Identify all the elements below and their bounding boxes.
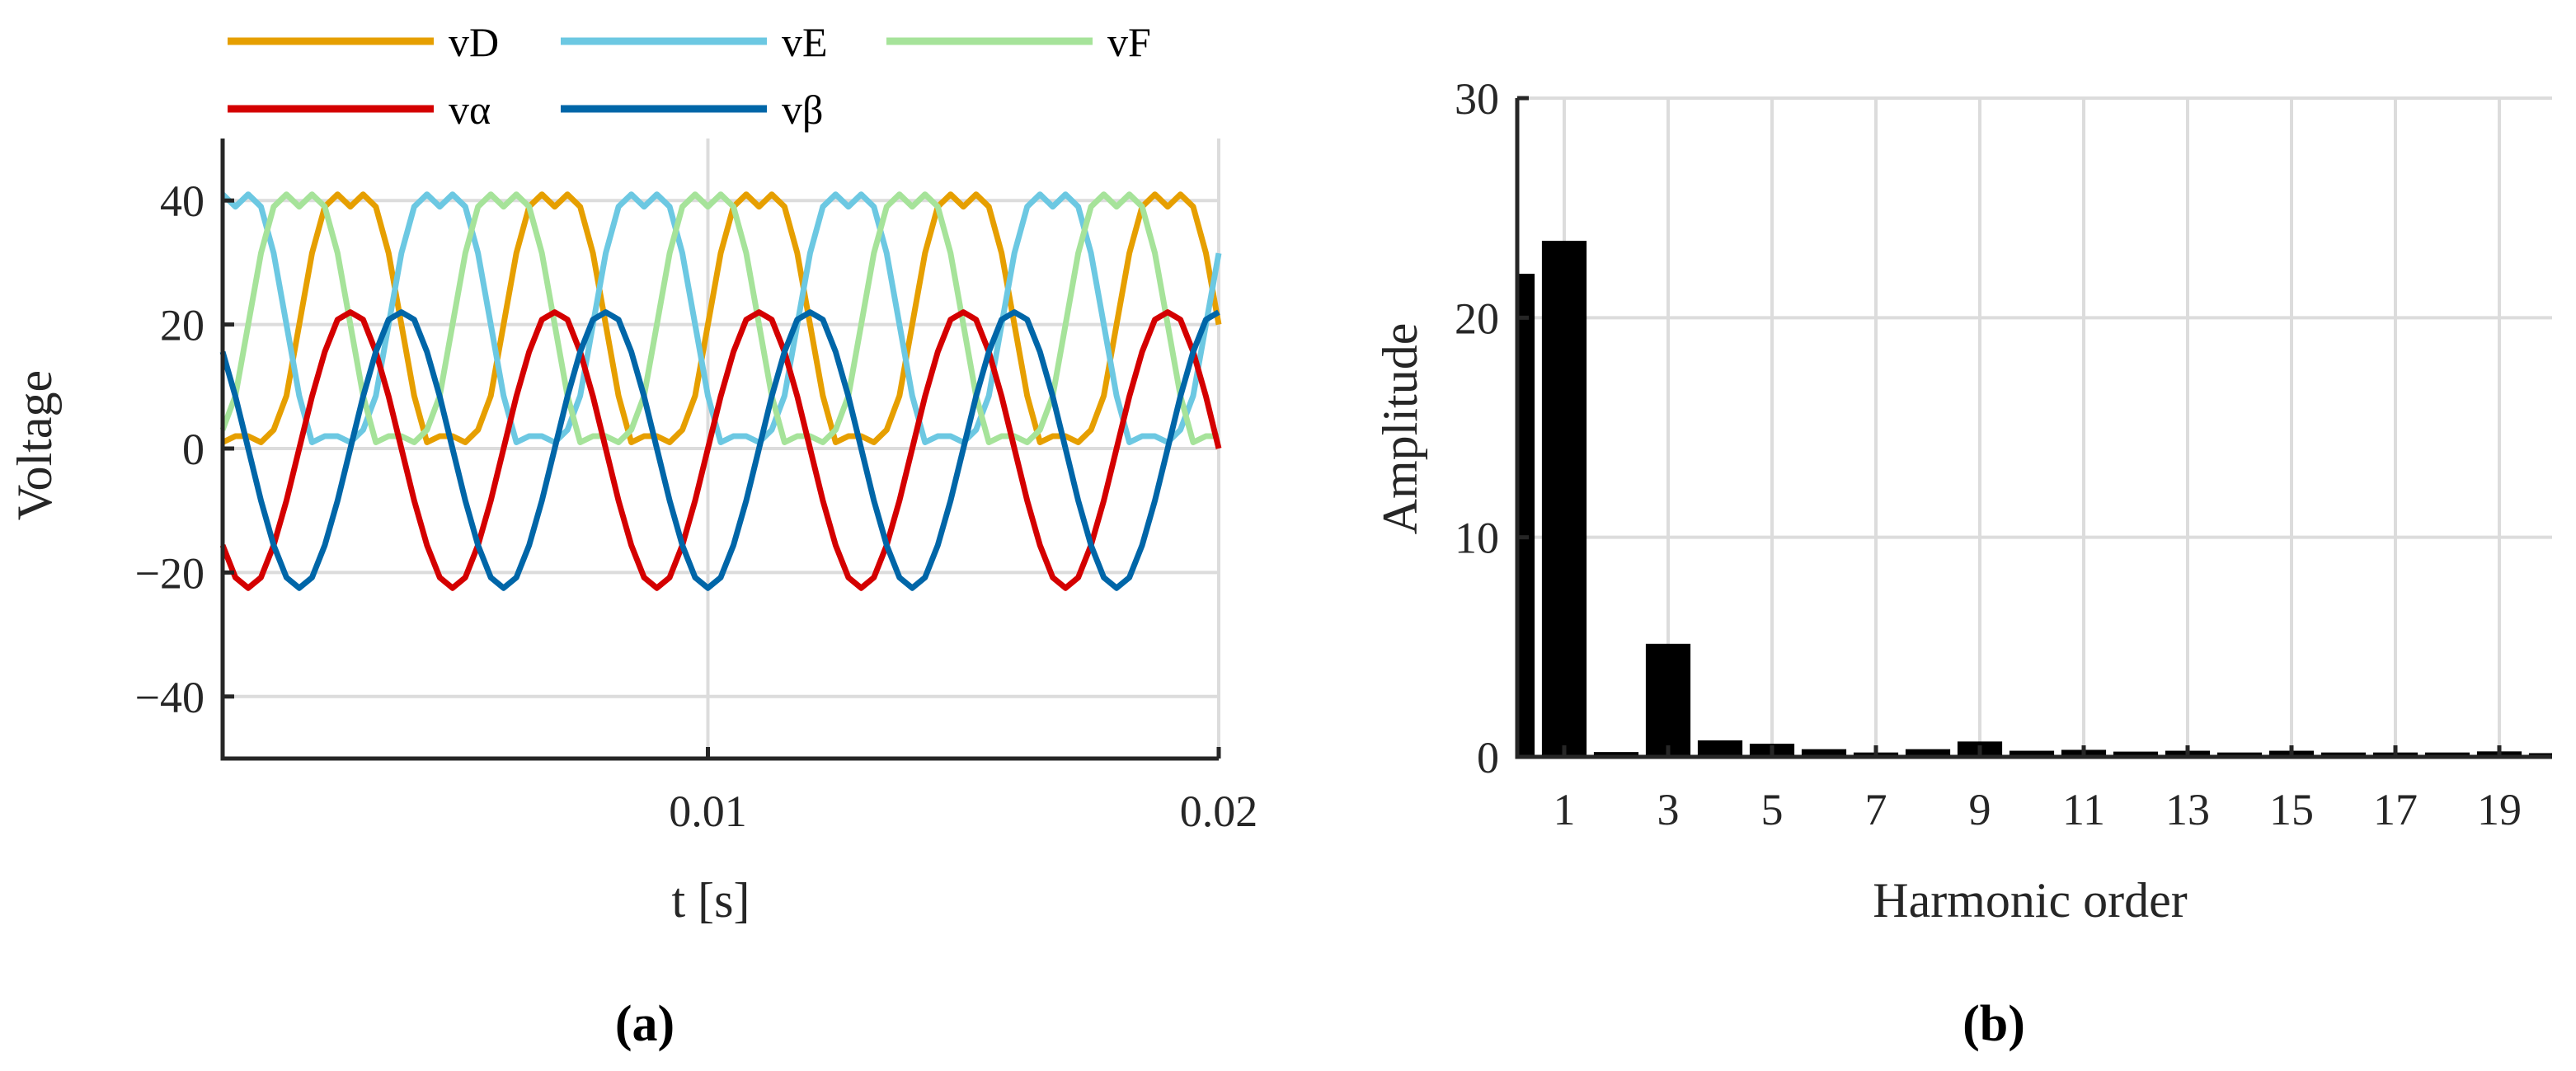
bar-harmonic-16 (2320, 752, 2367, 757)
series-line-5 (219, 309, 1220, 591)
series-line-4 (219, 309, 1222, 591)
bar-harmonic-18 (2424, 752, 2470, 757)
panel-a-legend: vD vE vF vα vβ (228, 19, 1151, 133)
bar-harmonic-2 (1593, 752, 1639, 757)
y-tick-label: 40 (160, 176, 204, 226)
panel-a-y-tick-labels: −40 −20 0 20 40 (135, 176, 204, 722)
x-tick-label: 0.02 (1180, 787, 1258, 836)
panel-b-y-tick-labels: 0 10 20 30 (1455, 74, 1499, 782)
panel-a-voltage-waveforms: −40 −20 0 20 40 0.01 0.02 Voltage t [s] (a) v… (7, 19, 1257, 1052)
panel-a-gridlines (223, 139, 1220, 759)
legend-label: vβ (782, 87, 823, 133)
y-tick-label: −40 (135, 673, 204, 722)
bar-harmonic-4 (1697, 740, 1743, 757)
panel-b-caption: (b) (1963, 996, 2025, 1052)
legend-item-2: vE (561, 19, 828, 65)
y-tick-label: −20 (135, 548, 204, 598)
x-tick-label: 9 (1969, 785, 1991, 834)
y-tick-label: 10 (1455, 514, 1499, 563)
legend-label: vα (449, 87, 491, 133)
x-tick-label: 13 (2165, 785, 2210, 834)
panel-b-y-axis-label: Amplitude (1373, 323, 1427, 535)
x-tick-label: 1 (1554, 785, 1576, 834)
bar-harmonic-12 (2113, 751, 2159, 757)
y-tick-label: 0 (1477, 733, 1499, 782)
legend-label: vD (449, 19, 499, 65)
bar-harmonic-3 (1645, 643, 1691, 757)
panel-a-axes (220, 139, 1221, 761)
y-tick-label: 0 (182, 425, 204, 474)
y-tick-label: 30 (1455, 74, 1499, 124)
legend-label: vE (782, 19, 828, 65)
bar-harmonic-8 (1905, 749, 1951, 757)
bar-harmonic-14 (2216, 752, 2263, 757)
panel-b-x-tick-labels: 1 3 5 7 9 11 13 15 17 19 (1554, 785, 2522, 834)
panel-a-axis-lines (220, 139, 1219, 761)
panel-a-x-tick-labels: 0.01 0.02 (669, 787, 1257, 836)
bar-harmonic-0 (1517, 274, 1535, 758)
x-tick-label: 7 (1865, 785, 1887, 834)
panel-a-x-axis-label: t [s] (672, 873, 750, 928)
panel-b-bars (1517, 241, 2552, 758)
panel-a-y-axis-label: Voltage (7, 370, 62, 520)
x-tick-label: 19 (2477, 785, 2522, 834)
legend-item-4: vα (228, 87, 491, 133)
bar-harmonic-1 (1541, 241, 1587, 757)
legend-label: vF (1107, 19, 1151, 65)
x-tick-label: 5 (1761, 785, 1784, 834)
x-tick-label: 15 (2269, 785, 2314, 834)
x-tick-label: 0.01 (669, 787, 747, 836)
legend-item-3: vF (886, 19, 1151, 65)
y-tick-label: 20 (1455, 294, 1499, 343)
y-tick-label: 20 (160, 301, 204, 350)
panel-b-x-axis-label: Harmonic order (1873, 873, 2188, 928)
panel-b-axes (1515, 96, 2552, 759)
legend-item-5: vβ (561, 87, 823, 133)
panel-a-series-lines (219, 191, 1222, 591)
x-tick-label: 3 (1657, 785, 1680, 834)
series-line-1 (221, 191, 1222, 445)
legend-item-1: vD (228, 19, 499, 65)
bar-harmonic-10 (2009, 750, 2055, 757)
panel-a-caption: (a) (615, 996, 675, 1052)
bar-harmonic-6 (1801, 749, 1847, 757)
x-tick-label: 11 (2062, 785, 2105, 834)
x-tick-label: 17 (2373, 785, 2418, 834)
